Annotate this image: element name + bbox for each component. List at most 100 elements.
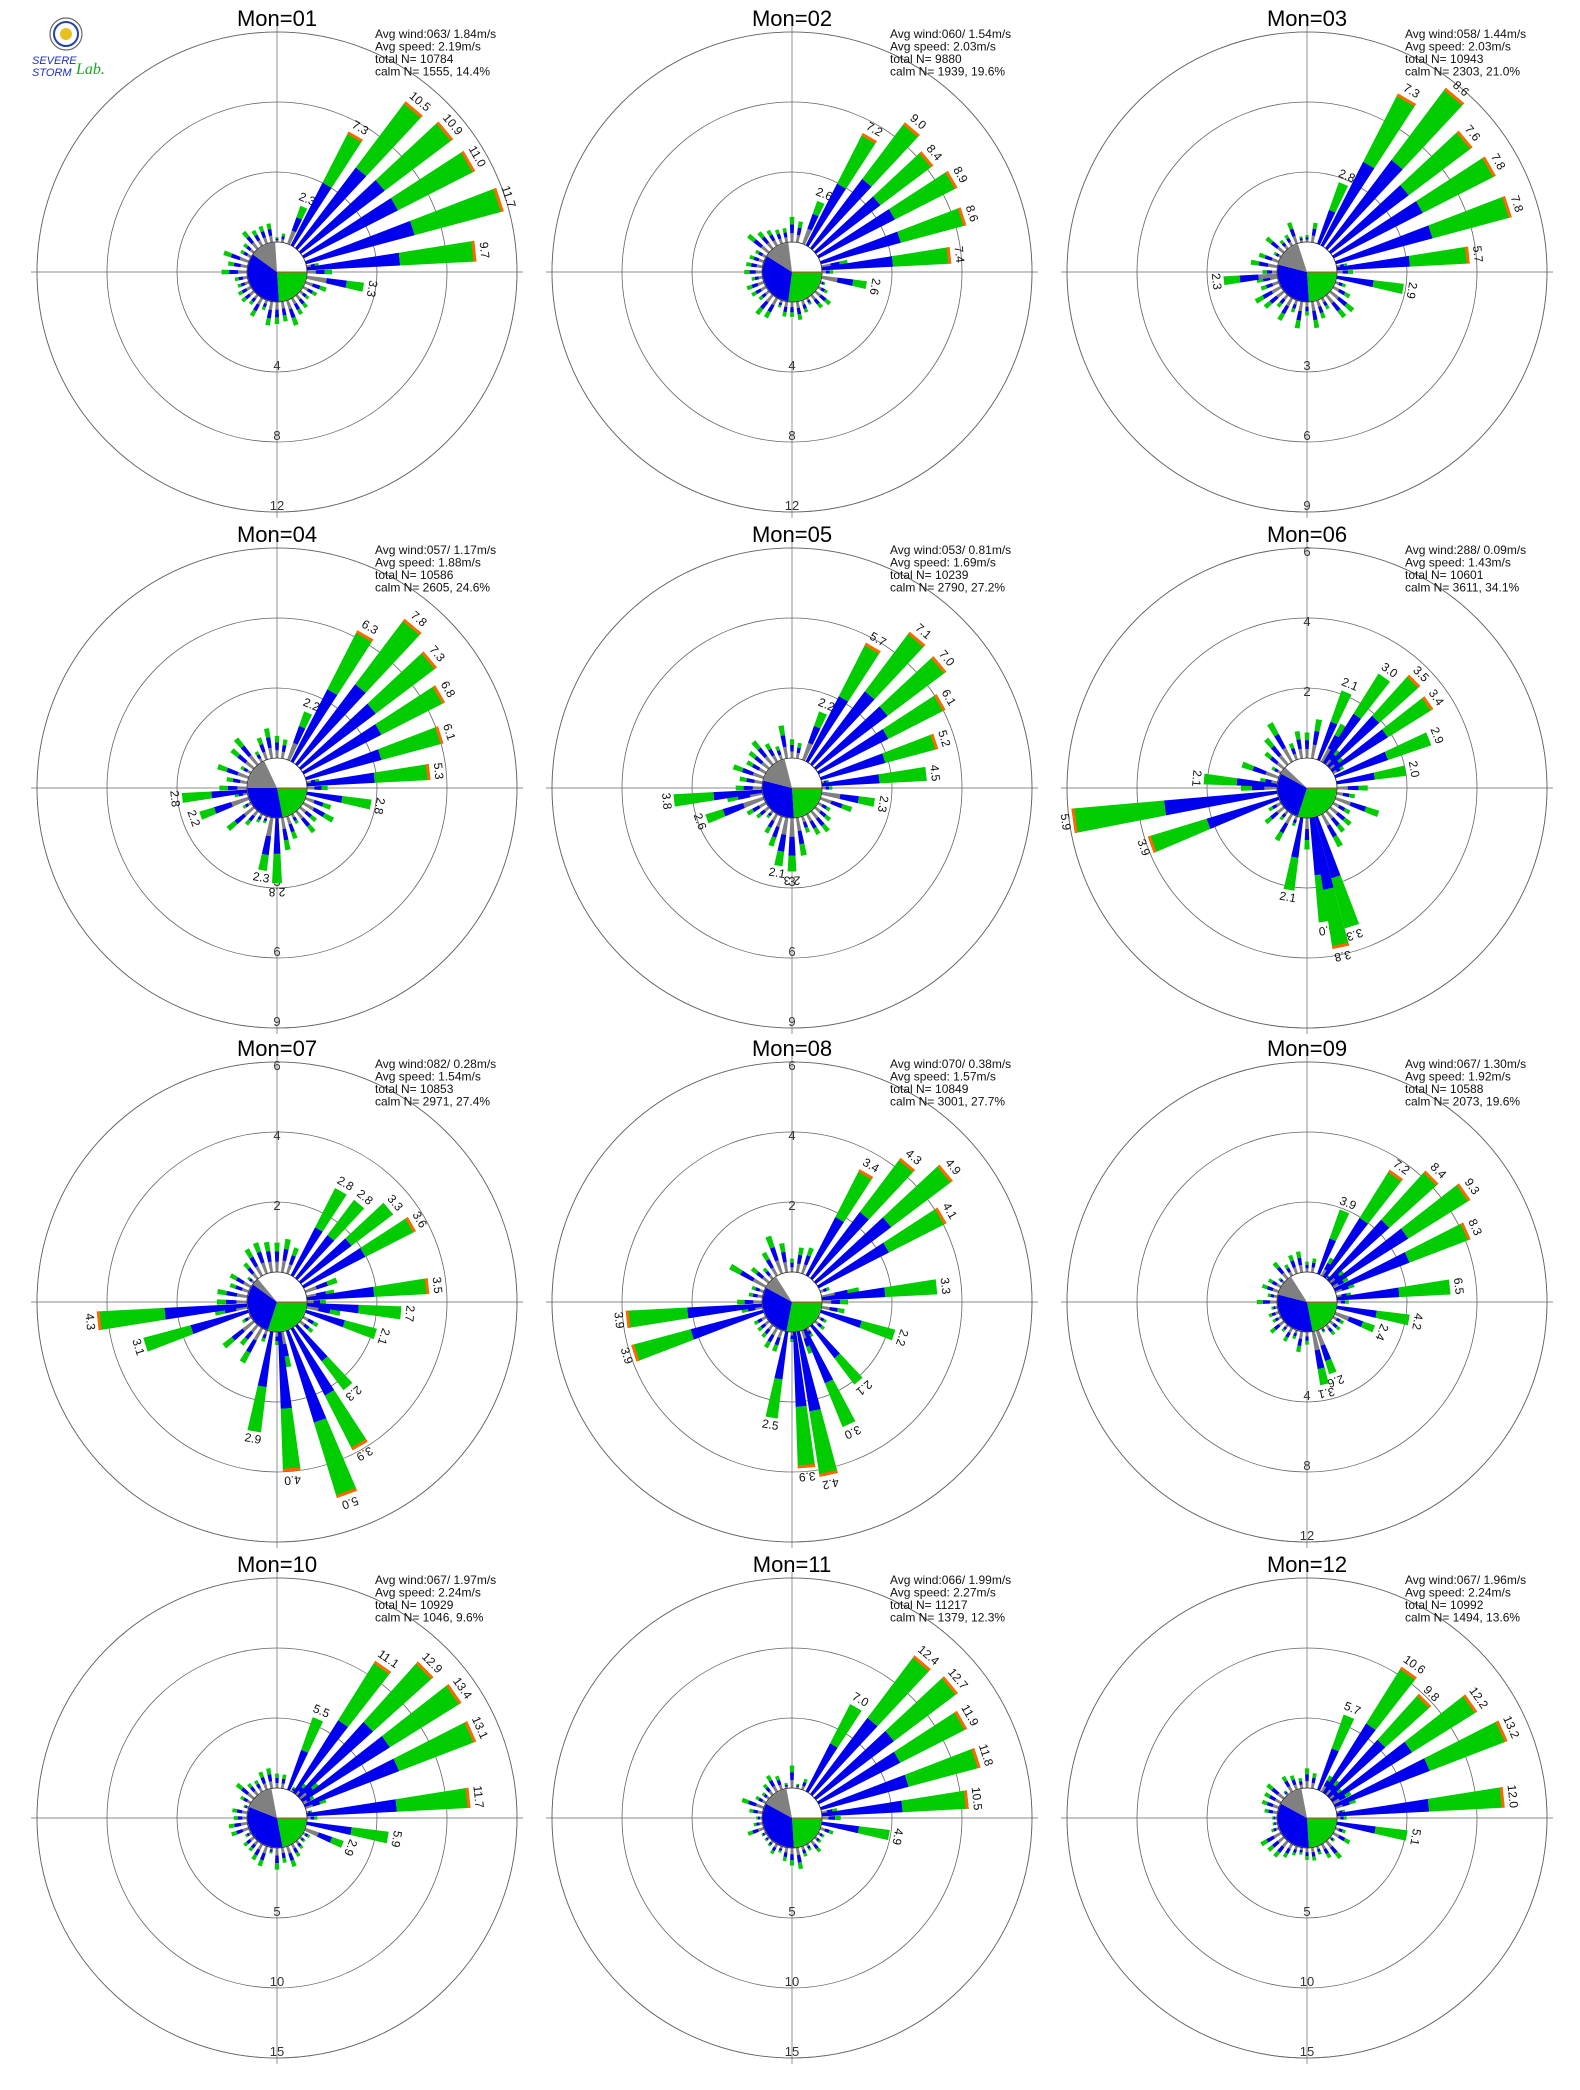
bar-segment <box>1327 1219 1390 1282</box>
panel-title: Mon=05 <box>752 522 832 547</box>
bar-segment <box>247 1385 267 1433</box>
bar-segment <box>790 744 794 752</box>
bar-segment <box>1317 1851 1322 1855</box>
bar-segment <box>298 179 385 254</box>
stats-line: Avg speed: 2.24m/s <box>1405 1586 1511 1600</box>
bar-segment <box>1324 304 1330 310</box>
bar-segment <box>1294 731 1301 740</box>
bar-segment <box>311 283 321 290</box>
bar-segment <box>240 1795 245 1801</box>
bar-segment <box>782 746 789 759</box>
bar-value-label: 3.9 <box>798 1469 816 1484</box>
bar-segment <box>803 1337 811 1347</box>
bar-segment <box>825 786 830 790</box>
bar-segment <box>1266 1801 1274 1808</box>
bar-segment <box>1305 1340 1309 1345</box>
bar-segment <box>752 1293 759 1298</box>
bar-segment <box>263 728 271 738</box>
bar-segment <box>1258 252 1266 259</box>
bar-segment <box>813 1730 895 1800</box>
bar-segment <box>1323 1780 1330 1788</box>
stats-line: total N= 10853 <box>375 1082 454 1096</box>
bar-segment <box>1305 1847 1309 1853</box>
bar-segment <box>261 835 272 856</box>
bar-segment <box>1282 747 1294 763</box>
bar-value-label: 8.6 <box>963 203 982 224</box>
bar-segment <box>275 1331 279 1337</box>
bar-segment <box>822 1318 827 1324</box>
bar-value-label: 3.1 <box>1316 1384 1336 1401</box>
bar-segment <box>268 747 274 759</box>
bar-segment <box>764 1838 768 1842</box>
bar-segment <box>1285 813 1294 824</box>
bar-segment <box>1330 729 1388 773</box>
bar-segment <box>269 1851 273 1854</box>
bar-segment <box>295 294 302 301</box>
bar-segment <box>781 817 789 835</box>
bar-segment <box>236 1300 248 1304</box>
bar-segment <box>763 310 771 319</box>
wind-rose-panel: 3692.26.37.87.36.86.15.32.82.82.22.32.8M… <box>31 522 523 1034</box>
bar-segment <box>257 239 264 247</box>
bar-segment <box>284 1355 292 1368</box>
bar-segment <box>912 1655 931 1672</box>
bar-segment <box>1298 1777 1303 1782</box>
bar-segment <box>757 1810 763 1815</box>
bar-segment <box>282 828 289 841</box>
bar-segment <box>878 766 927 784</box>
bar-segment <box>258 853 269 872</box>
bar-value-label: 3.0 <box>842 1422 863 1442</box>
pie-wedge <box>247 761 277 788</box>
pie-wedge <box>249 1789 277 1818</box>
bar-segment <box>817 1751 901 1805</box>
bar-segment <box>930 733 939 750</box>
bar-segment <box>690 1309 764 1340</box>
bar-segment <box>275 240 279 243</box>
bar-segment <box>243 1262 251 1270</box>
bar-segment <box>1335 767 1341 773</box>
bar-segment <box>1273 1850 1281 1858</box>
panel-title: Mon=12 <box>1267 1552 1347 1577</box>
bar-segment <box>1320 1785 1327 1793</box>
bar-segment <box>1269 756 1279 765</box>
bar-segment <box>275 1336 279 1342</box>
bar-segment <box>262 751 268 761</box>
bar-segment <box>797 1463 816 1469</box>
bar-segment <box>1332 1322 1338 1329</box>
bar-segment <box>226 1290 238 1297</box>
bar-segment <box>240 264 248 269</box>
bar-segment <box>393 1721 477 1772</box>
bar-segment <box>1293 1784 1298 1791</box>
bar-segment <box>286 815 292 825</box>
bar-segment <box>227 261 235 267</box>
bar-segment <box>292 1786 296 1790</box>
bar-segment <box>864 631 926 700</box>
bar-segment <box>282 1467 301 1472</box>
bar-segment <box>1322 300 1328 307</box>
bar-segment <box>797 1862 804 1870</box>
bar-segment <box>1266 270 1272 274</box>
bar-segment <box>894 1710 968 1763</box>
bar-segment <box>765 1378 783 1419</box>
bar-segment <box>305 1309 346 1328</box>
bar-segment <box>884 1279 938 1298</box>
bar-segment <box>1381 1170 1439 1228</box>
bar-segment <box>1336 270 1343 274</box>
bar-segment <box>778 754 783 761</box>
bar-segment <box>247 1267 255 1275</box>
bar-segment <box>290 1843 296 1849</box>
bar-segment <box>1304 740 1310 750</box>
bar-segment <box>216 1299 226 1305</box>
bar-segment <box>262 1333 267 1339</box>
bar-segment <box>797 742 802 749</box>
bar-segment <box>240 282 246 287</box>
bar-segment <box>471 240 477 262</box>
bar-segment <box>256 1251 265 1264</box>
bar-segment <box>751 291 758 297</box>
bar-segment <box>1400 130 1473 196</box>
bar-segment <box>1364 806 1380 818</box>
bar-value-label: 2.8 <box>268 885 285 899</box>
bar-segment <box>237 290 244 296</box>
bar-segment <box>815 816 825 827</box>
